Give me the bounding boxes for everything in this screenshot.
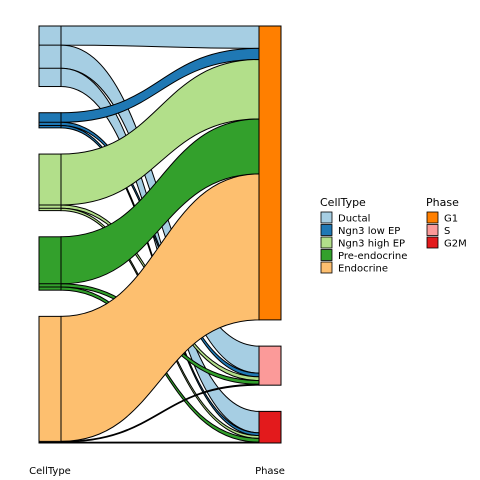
legend-phase: Phase G1S G2M [426, 196, 467, 250]
node-s [258, 345, 282, 386]
node-layer [38, 25, 282, 444]
legend-label-ngn3-high-ep: Ngn3 high EP [338, 239, 405, 250]
node-ngn3-high-ep [38, 153, 62, 212]
legend-label-g1: G1 [444, 214, 458, 225]
node-ductal [38, 25, 62, 88]
legend-swatch-ngn3-high-ep [320, 236, 333, 249]
node-pre-endocrine [38, 236, 62, 291]
legend-title: Phase [426, 196, 459, 209]
legend-swatch-pre-endocrine [320, 249, 333, 261]
legend-label-g2m: G2M [444, 239, 467, 250]
node-g1 [258, 25, 282, 321]
legend-label-ductal: Ductal [338, 214, 370, 225]
legend-title: CellType [320, 196, 366, 209]
flow-layer [60, 25, 260, 444]
node-ngn3-low-ep [38, 112, 62, 129]
legend-swatch-s [426, 224, 439, 236]
legend-swatch-g2m [426, 236, 439, 249]
node-g2m [258, 410, 282, 444]
legend-label-ngn3-low-ep: Ngn3 low EP [338, 226, 400, 237]
axis-label-phase: Phase [255, 466, 285, 477]
node-endocrine [38, 315, 62, 444]
flow-ductal-to-g1 [60, 25, 260, 49]
legend-swatch-g1 [426, 211, 439, 224]
legend-swatch-ductal [320, 211, 333, 224]
legend-label-pre-endocrine: Pre-endocrine [338, 251, 407, 262]
flow-endocrine-to-g2m [60, 441, 260, 444]
legend-label-s: S [444, 226, 450, 237]
legend-swatch-ngn3-low-ep [320, 224, 333, 236]
legend-swatch-endocrine [320, 261, 333, 274]
legend-label-endocrine: Endocrine [338, 264, 388, 275]
axis-label-celltype: CellType [29, 466, 71, 477]
